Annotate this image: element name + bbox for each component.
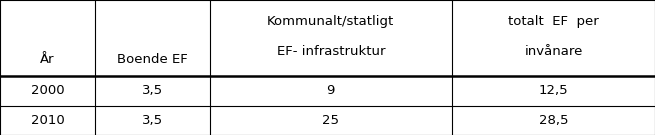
Text: 2000: 2000 — [31, 85, 64, 97]
Text: 28,5: 28,5 — [538, 114, 569, 127]
Text: 25: 25 — [322, 114, 339, 127]
Text: 2010: 2010 — [31, 114, 64, 127]
Text: totalt  EF  per: totalt EF per — [508, 15, 599, 28]
Text: 3,5: 3,5 — [141, 114, 163, 127]
Text: År: År — [40, 53, 55, 66]
Text: 3,5: 3,5 — [141, 85, 163, 97]
Text: EF- infrastruktur: EF- infrastruktur — [276, 45, 385, 58]
Text: 9: 9 — [327, 85, 335, 97]
Text: 12,5: 12,5 — [538, 85, 569, 97]
Text: invånare: invånare — [524, 45, 583, 58]
Text: Kommunalt/statligt: Kommunalt/statligt — [267, 15, 394, 28]
Text: Boende EF: Boende EF — [117, 53, 188, 66]
